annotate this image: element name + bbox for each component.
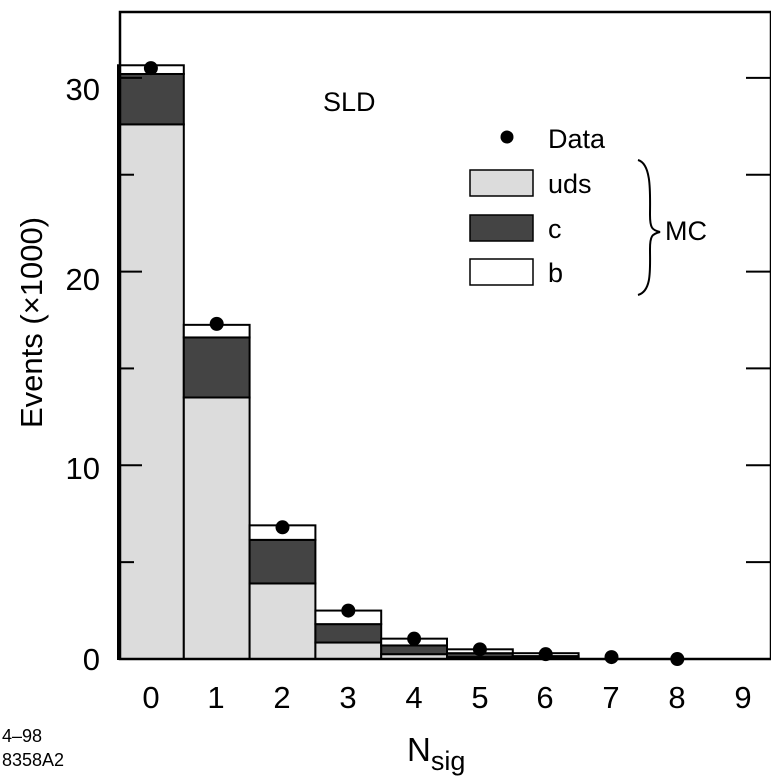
x-tick-label-2: 2 xyxy=(273,680,290,715)
bar-c-bin-4 xyxy=(380,644,449,656)
x-axis-label-subscript: sig xyxy=(431,746,466,776)
figure-id-code: 8358A2 xyxy=(2,750,64,770)
x-tick-label-4: 4 xyxy=(405,680,422,715)
data-point-bin-6 xyxy=(538,647,553,662)
bar-c-bin-1 xyxy=(182,336,251,399)
bar-uds-bin-2 xyxy=(248,582,317,660)
bar-uds-bin-1 xyxy=(182,396,251,660)
bar-uds-bin-3 xyxy=(314,641,383,660)
x-tick-label-5: 5 xyxy=(471,680,488,715)
legend-label-data: Data xyxy=(548,124,606,154)
legend-label-uds: uds xyxy=(548,169,592,199)
x-axis-label-main: N xyxy=(407,731,431,768)
x-tick-label-3: 3 xyxy=(339,680,356,715)
y-tick-label-30: 30 xyxy=(66,72,100,107)
legend-swatch-b xyxy=(469,258,534,286)
y-tick-label-10: 10 xyxy=(66,451,100,486)
x-tick-label-8: 8 xyxy=(668,680,685,715)
x-axis-label: Nsig xyxy=(407,731,465,776)
y-tick-label-20: 20 xyxy=(66,262,100,297)
data-point-bin-1 xyxy=(209,316,224,331)
axis-ticks xyxy=(120,76,771,564)
figure-date-code: 4–98 xyxy=(2,726,42,746)
data-points-layer xyxy=(143,61,685,666)
x-tick-label-9: 9 xyxy=(734,680,751,715)
legend-swatch-c xyxy=(469,214,534,242)
data-point-bin-0 xyxy=(143,61,158,76)
data-point-bin-5 xyxy=(472,642,487,657)
legend-label-c: c xyxy=(548,214,562,244)
plot-frame xyxy=(118,10,771,661)
data-point-bin-2 xyxy=(275,520,290,535)
x-tick-label-0: 0 xyxy=(142,680,159,715)
y-tick-label-0: 0 xyxy=(83,642,100,677)
data-point-bin-3 xyxy=(341,603,356,618)
bar-uds-bin-0 xyxy=(117,123,185,661)
legend-label-mc: MC xyxy=(665,216,707,246)
legend-label-b: b xyxy=(548,258,563,288)
experiment-label: SLD xyxy=(323,87,376,117)
legend-mc-brace xyxy=(637,159,661,296)
data-point-bin-4 xyxy=(407,631,422,646)
bars-layer xyxy=(117,64,580,661)
x-tick-label-6: 6 xyxy=(536,680,553,715)
y-axis-label: Events (×1000) xyxy=(14,217,49,428)
legend: Data uds c b MC xyxy=(469,124,707,296)
bar-c-bin-3 xyxy=(314,623,383,644)
x-tick-label-7: 7 xyxy=(602,680,619,715)
bar-c-bin-2 xyxy=(248,538,317,585)
legend-marker-data xyxy=(500,130,514,144)
bar-c-bin-0 xyxy=(117,72,185,126)
data-point-bin-7 xyxy=(604,650,619,665)
legend-swatch-uds xyxy=(469,169,534,197)
x-tick-label-1: 1 xyxy=(207,680,224,715)
